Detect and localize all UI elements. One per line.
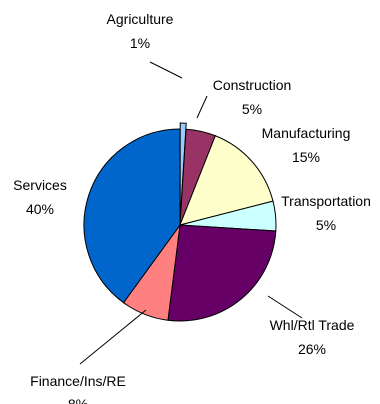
slice-value-construction: 5% xyxy=(242,101,262,117)
slice-label-whl-rtl-trade: Whl/Rtl Trade xyxy=(270,317,355,333)
slice-value-manufacturing: 15% xyxy=(292,149,320,165)
slice-value-whl-rtl-trade: 26% xyxy=(298,341,326,357)
slice-label-construction: Construction xyxy=(213,77,292,93)
slice-label-finance-ins-re: Finance/Ins/RE xyxy=(30,373,126,389)
leader-lines xyxy=(79,61,303,365)
leader-line-finance-ins-re xyxy=(79,309,147,365)
slice-label-agriculture: Agriculture xyxy=(107,11,174,27)
pie-slices xyxy=(83,122,277,322)
leader-line-construction xyxy=(196,95,208,119)
leader-line-agriculture xyxy=(149,61,183,79)
slice-value-agriculture: 1% xyxy=(130,35,150,51)
slice-label-transportation: Transportation xyxy=(281,193,371,209)
pie-slice-whl-rtl-trade xyxy=(167,224,277,322)
slice-value-finance-ins-re: 8% xyxy=(68,396,88,404)
slice-value-transportation: 5% xyxy=(316,217,336,233)
slice-label-manufacturing: Manufacturing xyxy=(262,125,351,141)
pie-slice-services xyxy=(83,128,181,304)
slice-value-services: 40% xyxy=(26,201,54,217)
pie-slice-manufacturing xyxy=(179,135,274,226)
leader-line-whl-rtl-trade xyxy=(267,295,303,319)
slice-label-services: Services xyxy=(13,177,67,193)
slice-labels: Agriculture1%Construction5%Manufacturing… xyxy=(13,11,371,404)
